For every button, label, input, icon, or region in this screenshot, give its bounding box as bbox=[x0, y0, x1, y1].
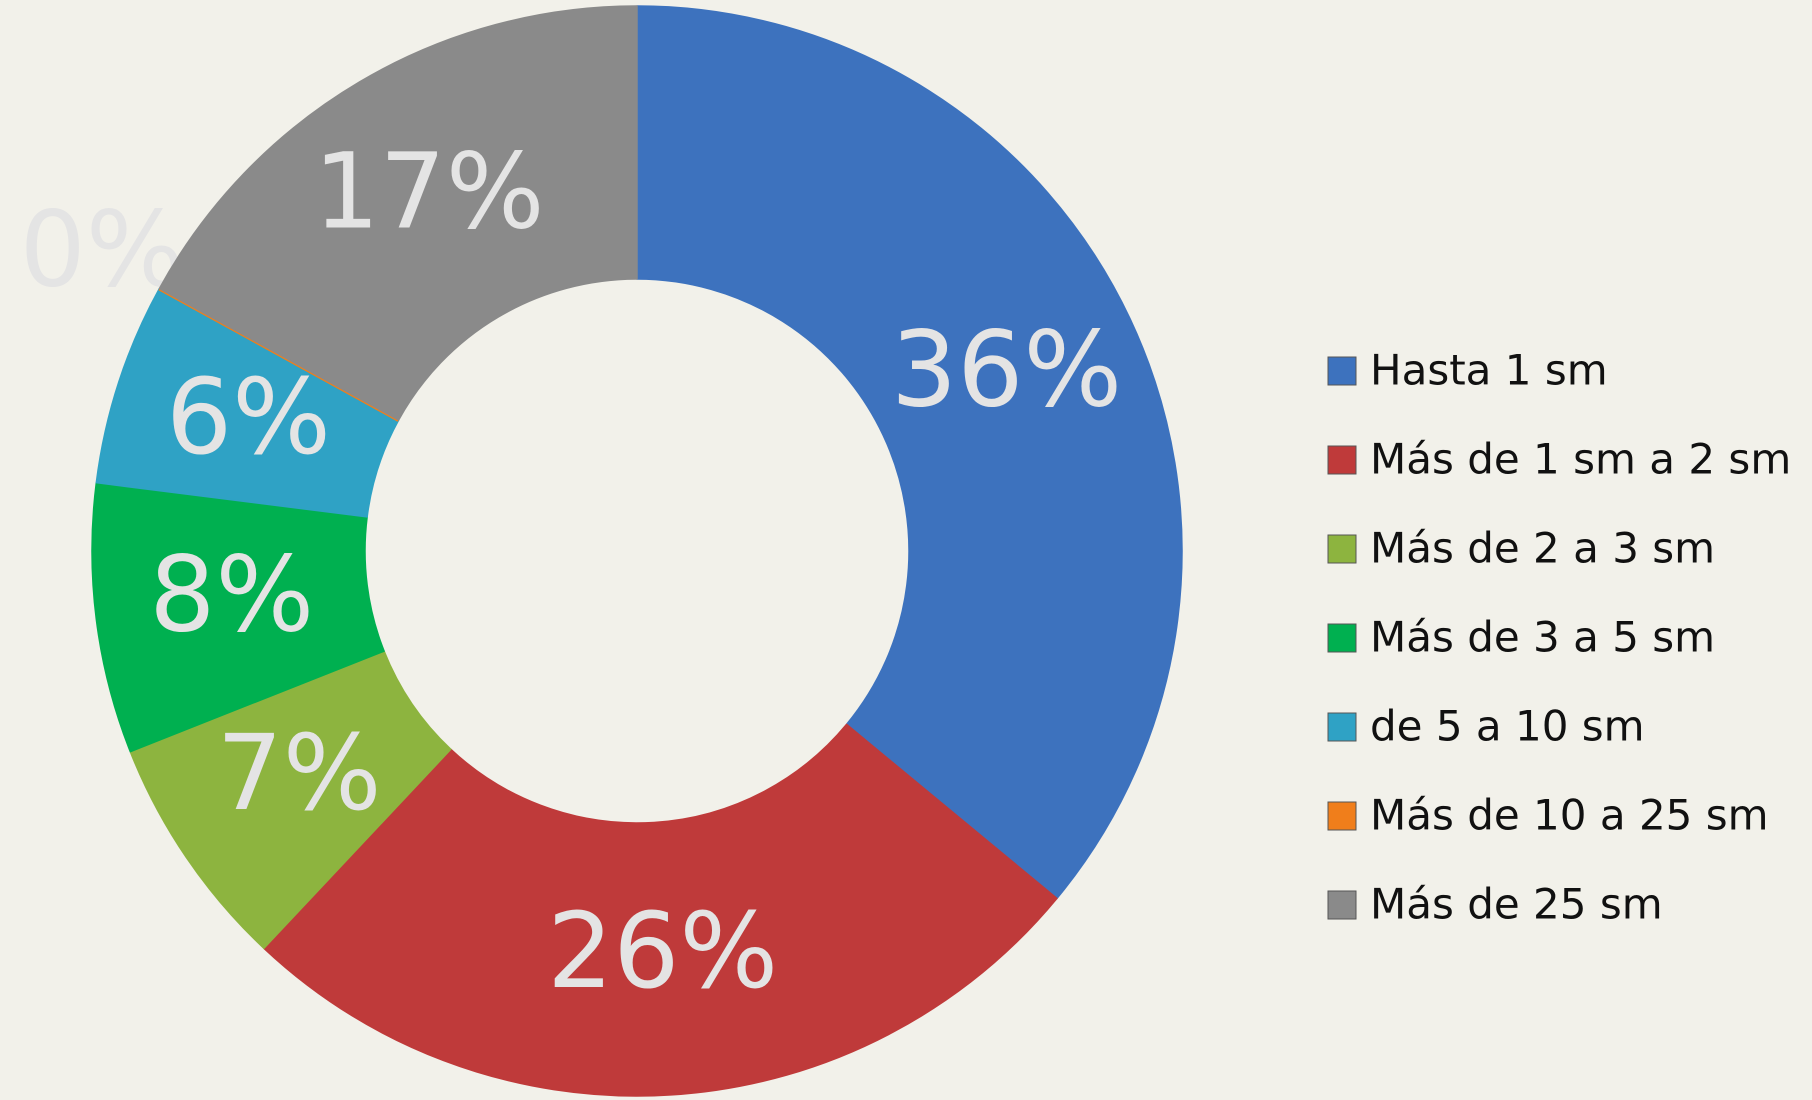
data-label: 8% bbox=[149, 534, 314, 656]
donut-slice bbox=[636, 5, 1183, 900]
legend-label: Hasta 1 sm bbox=[1370, 346, 1608, 395]
data-label: 7% bbox=[217, 712, 382, 834]
legend-swatch bbox=[1327, 356, 1357, 386]
data-label: 36% bbox=[891, 308, 1122, 430]
legend-swatch bbox=[1327, 890, 1357, 920]
legend-label: Más de 1 sm a 2 sm bbox=[1370, 435, 1791, 484]
legend-swatch bbox=[1327, 534, 1357, 564]
donut-slice bbox=[158, 5, 638, 421]
legend-swatch bbox=[1327, 712, 1357, 742]
legend-label: Más de 10 a 25 sm bbox=[1370, 791, 1769, 840]
legend-label: Más de 25 sm bbox=[1370, 880, 1663, 929]
legend-swatch bbox=[1327, 623, 1357, 653]
legend-label: de 5 a 10 sm bbox=[1370, 702, 1645, 751]
legend-label: Más de 2 a 3 sm bbox=[1370, 524, 1715, 573]
data-label: 0% bbox=[20, 188, 185, 310]
data-label: 26% bbox=[547, 890, 778, 1012]
data-label: 6% bbox=[166, 356, 331, 478]
donut-slice bbox=[91, 481, 385, 753]
legend-swatch bbox=[1327, 801, 1357, 831]
legend-swatch bbox=[1327, 445, 1357, 475]
donut-slice bbox=[263, 723, 1058, 1097]
legend-label: Más de 3 a 5 sm bbox=[1370, 613, 1715, 662]
data-label: 17% bbox=[313, 131, 544, 253]
